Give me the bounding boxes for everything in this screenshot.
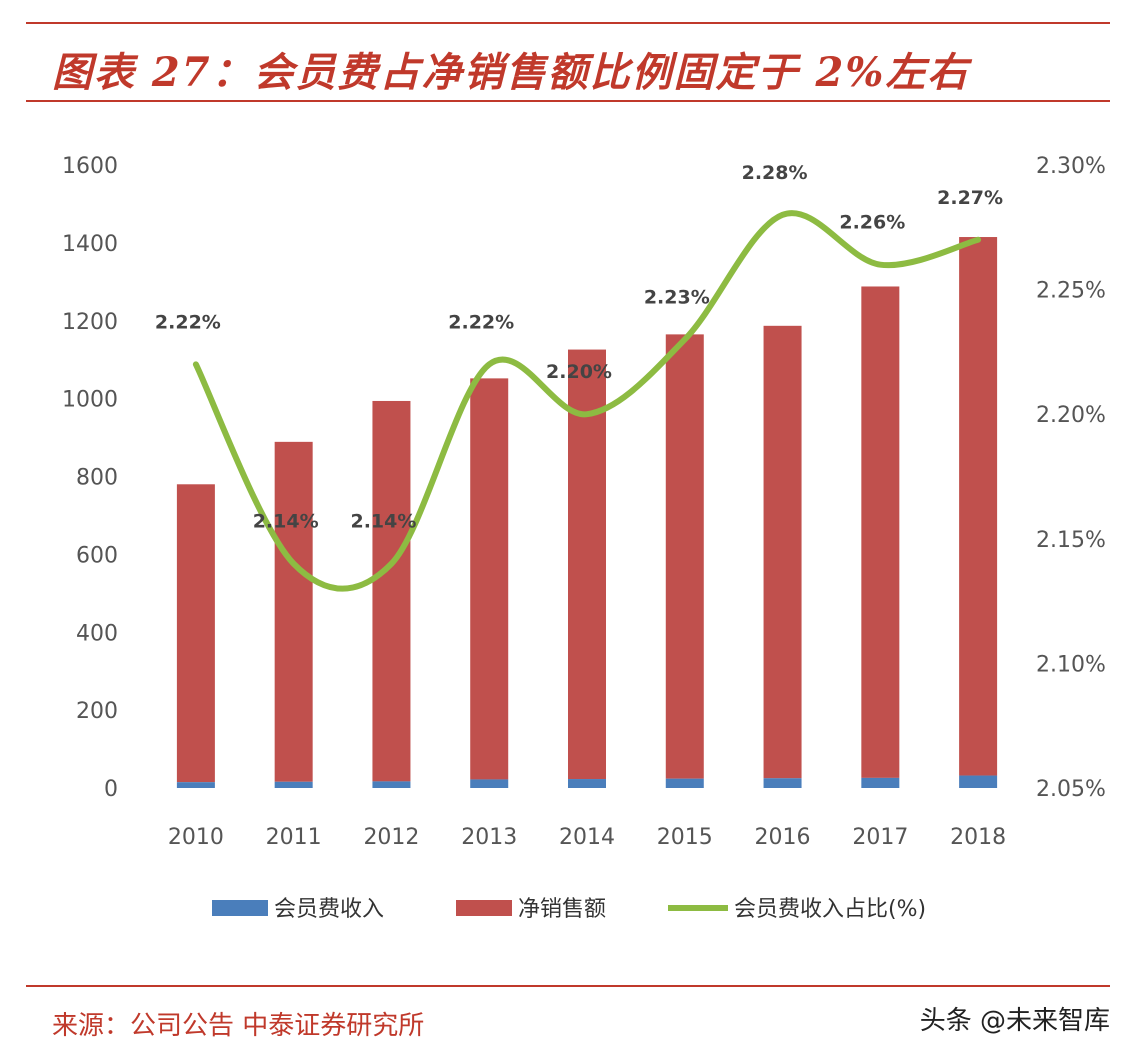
legend-swatch-membership-fee [212, 900, 268, 916]
net-sales-bar [568, 349, 606, 780]
y-right-tick-label: 2.10% [1036, 652, 1106, 677]
net-sales-bar [861, 286, 900, 778]
y-left-tick-label: 800 [76, 466, 118, 491]
membership-fee-bar [568, 779, 606, 788]
membership-fee-bar [959, 775, 998, 788]
x-tick-label: 2016 [755, 825, 811, 850]
y-left-tick-label: 200 [76, 699, 118, 724]
y-right-tick-label: 2.25% [1036, 279, 1106, 304]
net-sales-bar [274, 441, 313, 782]
x-tick-label: 2014 [559, 825, 615, 850]
ratio-line [192, 210, 982, 592]
membership-fee-bar [665, 778, 704, 788]
ratio-data-label: 2.23% [644, 286, 710, 308]
membership-fee-bar [372, 781, 411, 788]
ratio-data-label: 2.26% [839, 212, 905, 234]
legend-label-net-sales: 净销售额 [518, 897, 606, 922]
y-right-tick-label: 2.30% [1036, 154, 1106, 179]
title-top-rule [26, 22, 1110, 24]
membership-fee-bar [470, 779, 509, 788]
ratio-data-label: 2.14% [350, 511, 416, 533]
y-right-tick-label: 2.05% [1036, 777, 1106, 802]
labels-layer: 0 200 400 600 800 1000 1200 1400 1600 2.05% 2.10% 2… [62, 154, 1106, 850]
membership-fee-bar [176, 782, 215, 788]
y-right-tick-label: 2.15% [1036, 528, 1106, 553]
y-left-tick-label: 1600 [62, 154, 118, 179]
legend-label-ratio: 会员费收入占比(%) [734, 897, 926, 922]
legend-label-membership-fee: 会员费收入 [274, 897, 384, 922]
net-sales-bar [665, 334, 704, 779]
membership-fee-bar [861, 777, 900, 788]
line-layer [192, 210, 982, 592]
watermark: 头条 @未来智库 [919, 1006, 1110, 1036]
x-tick-label: 2018 [950, 825, 1006, 850]
y-left-tick-label: 1000 [62, 388, 118, 413]
legend-swatch-net-sales [456, 900, 512, 916]
chart-title: 图表 27：会员费占净销售额比例固定于 2%左右 [52, 49, 970, 96]
x-tick-label: 2010 [168, 825, 224, 850]
y-left-tick-label: 400 [76, 621, 118, 646]
x-tick-label: 2011 [266, 825, 322, 850]
membership-fee-bar [274, 781, 313, 788]
bars-layer [176, 237, 998, 788]
net-sales-bar [470, 378, 509, 780]
y-left-tick-label: 1400 [62, 232, 118, 257]
y-left-tick-label: 600 [76, 543, 118, 568]
x-tick-label: 2015 [657, 825, 713, 850]
x-tick-label: 2017 [852, 825, 908, 850]
net-sales-bar [763, 325, 802, 779]
ratio-data-label: 2.14% [253, 511, 319, 533]
x-tick-label: 2013 [461, 825, 517, 850]
y-left-tick-label: 1200 [62, 310, 118, 335]
net-sales-bar [176, 484, 215, 783]
net-sales-bar [959, 237, 998, 776]
ratio-data-label: 2.22% [448, 311, 514, 333]
ratio-data-label: 2.28% [742, 162, 808, 184]
y-left-tick-label: 0 [104, 777, 118, 802]
x-tick-label: 2012 [363, 825, 419, 850]
ratio-data-label: 2.20% [546, 361, 612, 383]
ratio-data-label: 2.27% [937, 187, 1003, 209]
title-bottom-rule [26, 100, 1110, 102]
y-right-tick-label: 2.20% [1036, 403, 1106, 428]
chart: 0 200 400 600 800 1000 1200 1400 1600 2.05% 2.10% 2… [62, 154, 1106, 922]
membership-fee-bar [763, 778, 802, 788]
source-top-rule [26, 985, 1110, 987]
ratio-data-label: 2.22% [155, 311, 221, 333]
legend: 会员费收入 净销售额 会员费收入占比(%) [212, 897, 926, 922]
net-sales-bar [372, 400, 411, 782]
source-note: 来源：公司公告 中泰证券研究所 [52, 1011, 425, 1041]
